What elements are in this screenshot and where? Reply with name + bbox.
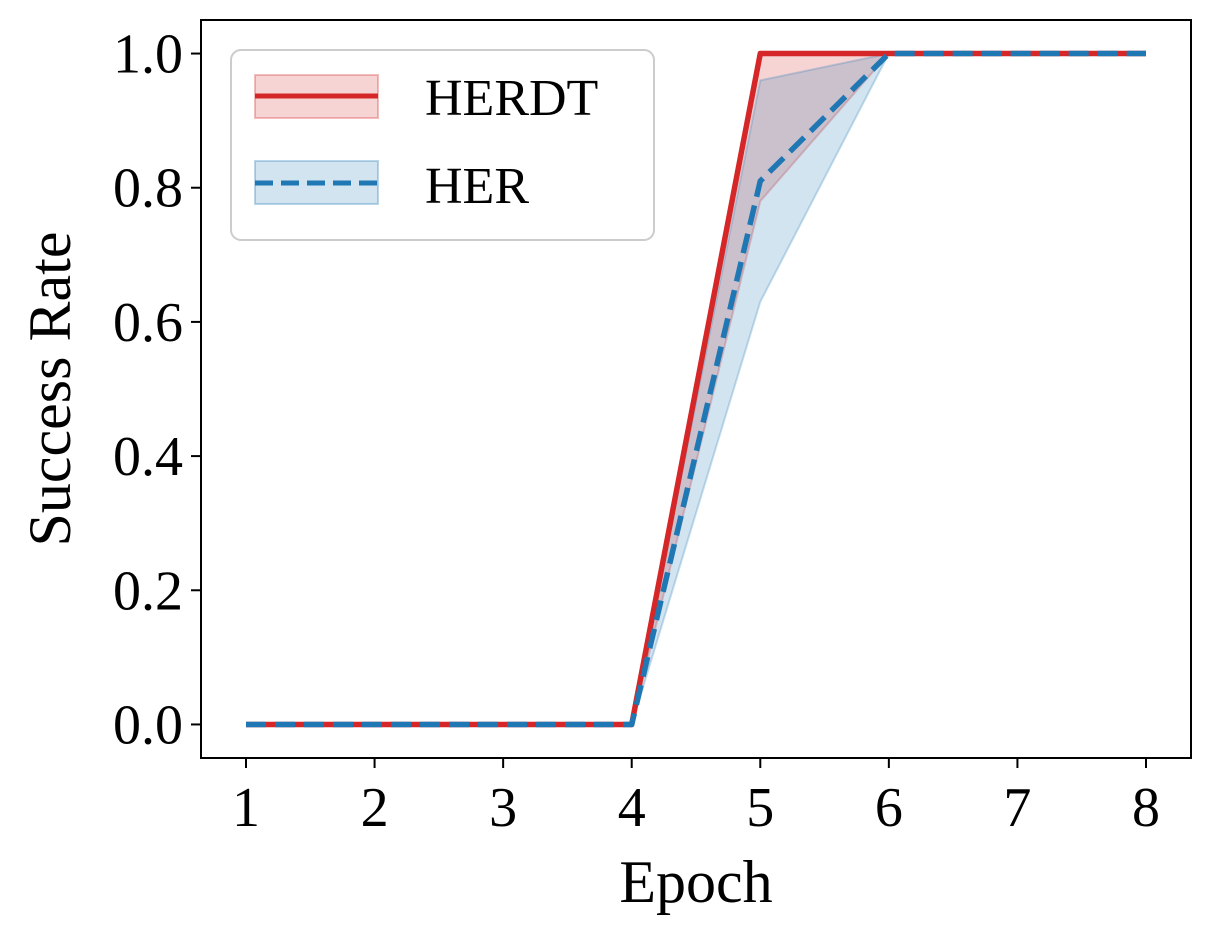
x-tick-label: 3 xyxy=(489,777,517,839)
x-tick-label: 4 xyxy=(618,777,646,839)
legend: HERDT HER xyxy=(230,49,655,241)
y-tick-label: 0.4 xyxy=(113,426,183,488)
y-tick-label: 0.6 xyxy=(113,292,183,354)
x-axis: 1 2 3 4 5 6 7 8 xyxy=(232,758,1160,839)
legend-label-her: HER xyxy=(425,158,529,215)
y-tick-label: 0.8 xyxy=(113,158,183,220)
x-tick-label: 5 xyxy=(746,777,774,839)
x-tick-label: 7 xyxy=(1003,777,1031,839)
x-tick-label: 2 xyxy=(361,777,389,839)
y-axis: 0.0 0.2 0.4 0.6 0.8 1.0 xyxy=(113,24,201,756)
y-axis-title: Success Rate xyxy=(17,232,83,547)
y-tick-label: 1.0 xyxy=(113,24,183,86)
plot-frame xyxy=(200,19,1192,759)
y-tick-label: 0.2 xyxy=(113,560,183,622)
series-line-her xyxy=(246,50,1146,728)
x-tick-label: 6 xyxy=(875,777,903,839)
y-tick-label: 0.0 xyxy=(113,694,183,756)
x-tick-label: 1 xyxy=(232,777,260,839)
legend-label-herdt: HERDT xyxy=(425,70,598,127)
x-axis-title: Epoch xyxy=(619,849,772,915)
x-tick-label: 8 xyxy=(1132,777,1160,839)
series-lines xyxy=(246,50,1146,728)
